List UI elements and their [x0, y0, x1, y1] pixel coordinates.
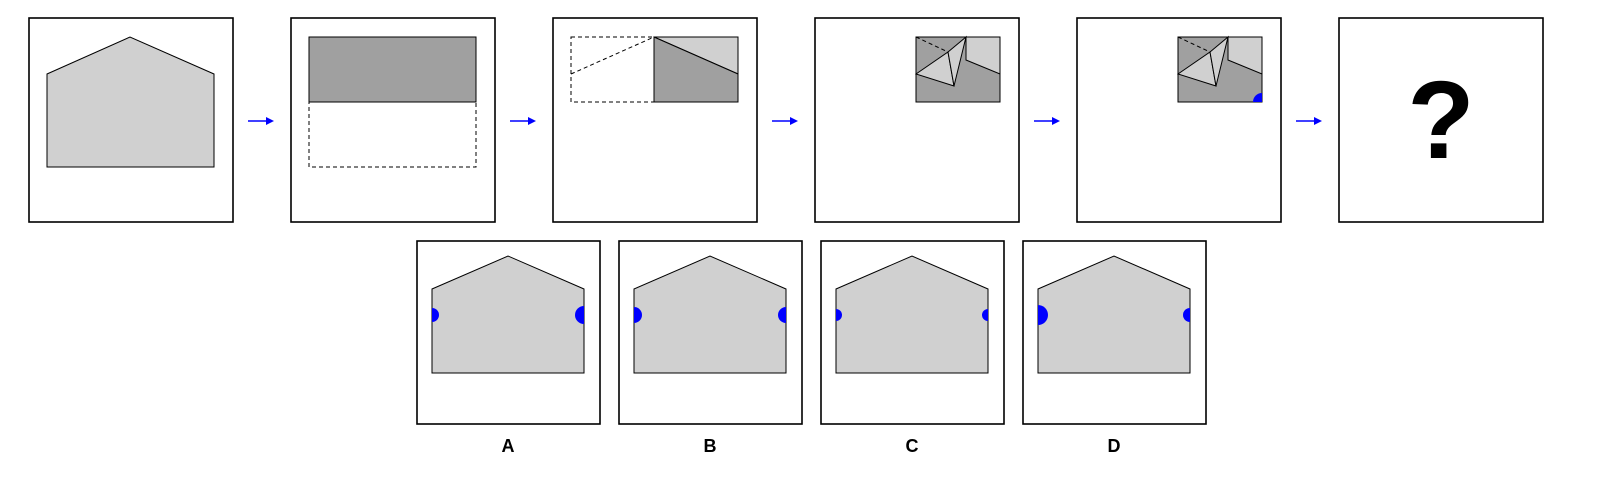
vacated-roof-line [570, 36, 655, 75]
top-right-light-region-2 [1227, 36, 1263, 75]
option-b[interactable]: B [618, 240, 803, 456]
step-2-panel [290, 17, 496, 223]
option-c-label[interactable]: C [906, 436, 919, 456]
option-c-hole-right [982, 309, 988, 321]
arrow-3 [772, 117, 798, 125]
right-layer-dark [653, 36, 739, 103]
option-d[interactable]: D [1022, 240, 1207, 456]
arrow-2 [510, 117, 536, 125]
step-4-panel [814, 17, 1020, 223]
question-mark: ? [1407, 59, 1474, 182]
arrow-1 [248, 117, 274, 125]
flap-right [947, 35, 967, 87]
dashed-crease-1 [915, 36, 949, 53]
option-d-house [1037, 255, 1191, 374]
question-frame [1338, 17, 1544, 223]
top-right-light-region [965, 36, 1001, 75]
vacated-bottom-outline [308, 101, 477, 168]
flap-right-2 [1209, 35, 1229, 87]
option-c[interactable]: C [820, 240, 1005, 456]
step-1-panel [28, 17, 234, 223]
dashed-crease-4 [1177, 36, 1211, 53]
punched-hole [1253, 93, 1262, 102]
question-panel: ? [1338, 17, 1544, 223]
option-a-house [431, 255, 585, 374]
option-d-hole-left [1038, 305, 1048, 325]
option-d-label[interactable]: D [1108, 436, 1121, 456]
step-5-panel [1076, 17, 1282, 223]
option-a-label[interactable]: A [502, 436, 515, 456]
step-3-panel [552, 17, 758, 223]
arrow-5 [1296, 117, 1322, 125]
option-b-house [633, 255, 787, 374]
option-c-hole-left [836, 309, 842, 321]
option-a-hole-right [575, 306, 584, 324]
option-b-hole-right [778, 307, 786, 323]
option-c-house [835, 255, 989, 374]
house-paper [46, 36, 215, 168]
option-b-hole-left [634, 307, 642, 323]
folded-top-layer [308, 36, 477, 103]
option-a-hole-left [432, 308, 439, 322]
option-a[interactable]: A [416, 240, 601, 456]
option-b-label[interactable]: B [704, 436, 717, 456]
option-d-hole-right [1183, 308, 1190, 322]
arrow-4 [1034, 117, 1060, 125]
